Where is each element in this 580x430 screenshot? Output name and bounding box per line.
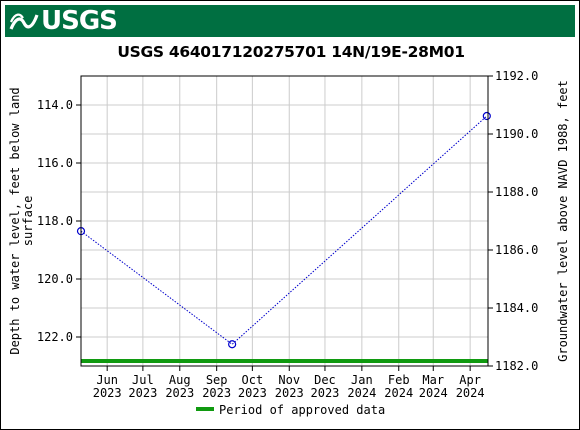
x-tick-label-month: Jan — [351, 373, 373, 387]
usgs-header: USGS — [5, 5, 575, 37]
usgs-logo-text: USGS — [41, 6, 118, 36]
x-tick-label-month: Jun — [96, 373, 118, 387]
legend: Period of approved data — [196, 403, 385, 417]
x-tick-label-month: Feb — [388, 373, 410, 387]
x-tick-label-month: Aug — [169, 373, 191, 387]
x-tick-label-month: Sep — [206, 373, 228, 387]
y-left-tick-label: 114.0 — [37, 98, 73, 112]
y-axis-label-left: Depth to water level, feet below landsur… — [8, 87, 35, 354]
x-tick-label-year: 2023 — [202, 386, 231, 400]
x-tick-label-year: 2024 — [384, 386, 413, 400]
x-tick-label-year: 2024 — [419, 386, 448, 400]
x-tick-label-year: 2024 — [456, 386, 485, 400]
x-tick-label-month: Apr — [459, 373, 481, 387]
data-point — [482, 111, 491, 121]
x-tick-label-year: 2023 — [93, 386, 122, 400]
x-tick-label-month: Dec — [314, 373, 336, 387]
x-tick-label-month: Oct — [242, 373, 264, 387]
x-tick-label-year: 2023 — [128, 386, 157, 400]
legend-label-approved: Period of approved data — [219, 403, 385, 417]
data-point — [228, 340, 237, 349]
x-tick-label-month: Nov — [278, 373, 300, 387]
x-tick-label-year: 2023 — [165, 386, 194, 400]
y-right-tick-label: 1182.0 — [495, 359, 538, 373]
approved-period-bar — [81, 359, 488, 363]
y-axis-label-right: Groundwater level above NAVD 1988, feet — [556, 80, 570, 362]
legend-swatch-approved — [196, 407, 214, 411]
y-right-tick-label: 1192.0 — [495, 69, 538, 83]
y-right-tick-label: 1190.0 — [495, 127, 538, 141]
y-left-tick-label: 118.0 — [37, 214, 73, 228]
x-tick-label-month: Mar — [422, 373, 444, 387]
y-right-tick-label: 1184.0 — [495, 301, 538, 315]
x-tick-label-year: 2023 — [238, 386, 267, 400]
y-left-tick-label: 116.0 — [37, 156, 73, 170]
x-tick-label-month: Jul — [132, 373, 154, 387]
y-right-tick-label: 1188.0 — [495, 185, 538, 199]
x-tick-label-year: 2024 — [347, 386, 376, 400]
y-left-tick-label: 120.0 — [37, 272, 73, 286]
x-tick-label-year: 2023 — [311, 386, 340, 400]
series-line — [80, 115, 488, 345]
x-tick-label-year: 2023 — [275, 386, 304, 400]
chart-title: USGS 464017120275701 14N/19E-28M01 — [117, 43, 465, 61]
usgs-wave-icon — [9, 13, 39, 30]
y-left-tick-label: 122.0 — [37, 330, 73, 344]
y-right-tick-label: 1186.0 — [495, 243, 538, 257]
